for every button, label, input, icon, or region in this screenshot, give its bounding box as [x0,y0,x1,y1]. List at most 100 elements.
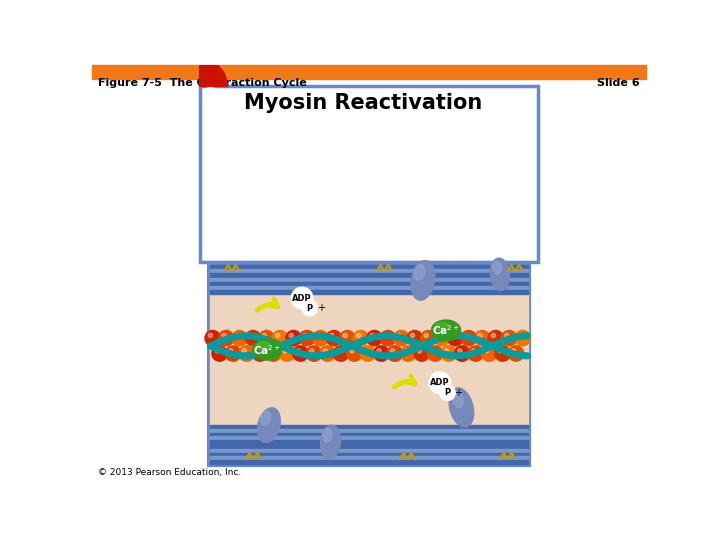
Circle shape [454,346,470,361]
Ellipse shape [452,392,464,407]
Circle shape [286,330,301,346]
Bar [92,65,647,79]
Circle shape [508,346,523,361]
Circle shape [482,346,497,361]
Text: P: P [444,388,451,397]
Circle shape [437,333,441,338]
Circle shape [266,346,282,361]
Ellipse shape [492,261,501,274]
Circle shape [316,333,320,338]
Circle shape [515,330,531,346]
Circle shape [354,330,369,346]
Bar [210,429,528,433]
Circle shape [343,333,347,338]
Text: © 2013 Pearson Education, Inc.: © 2013 Pearson Education, Inc. [98,468,241,477]
Circle shape [444,349,449,353]
Circle shape [461,330,477,346]
Circle shape [356,333,361,338]
Circle shape [279,346,294,361]
Circle shape [505,333,509,338]
Circle shape [242,349,246,353]
Circle shape [350,349,354,353]
Ellipse shape [449,388,474,427]
Ellipse shape [261,411,271,425]
Circle shape [269,349,274,353]
Text: Figure 7-5  The Contraction Cycle: Figure 7-5 The Contraction Cycle [98,78,307,87]
Circle shape [428,346,443,361]
Circle shape [518,333,523,338]
Circle shape [390,349,395,353]
Circle shape [380,330,395,346]
Bar [210,453,528,456]
Circle shape [262,333,266,338]
Circle shape [326,330,342,346]
Bar [210,460,528,464]
Bar [210,436,528,440]
Circle shape [208,333,212,338]
Circle shape [418,349,422,353]
Ellipse shape [256,342,271,350]
Bar [210,433,528,436]
Circle shape [312,330,328,346]
Circle shape [394,330,409,346]
Ellipse shape [490,258,510,291]
Circle shape [471,349,475,353]
Circle shape [360,346,376,361]
Bar [209,264,529,465]
Text: +: + [317,303,325,313]
Circle shape [302,333,307,338]
Circle shape [491,333,495,338]
Circle shape [330,333,334,338]
Circle shape [215,349,220,353]
Circle shape [397,333,401,338]
Text: Ca$^{2+}$: Ca$^{2+}$ [432,323,460,338]
Ellipse shape [320,425,341,459]
Ellipse shape [253,339,282,360]
Bar [210,294,528,425]
Text: Slide 6: Slide 6 [598,78,640,87]
Bar [210,269,528,273]
Circle shape [212,346,228,361]
Circle shape [364,349,368,353]
Circle shape [300,330,315,346]
Circle shape [323,349,328,353]
FancyArrowPatch shape [395,376,415,387]
Bar [210,273,528,278]
Circle shape [498,349,503,353]
Wedge shape [199,59,228,86]
Circle shape [377,349,381,353]
Circle shape [276,333,280,338]
Circle shape [512,349,516,353]
Circle shape [414,346,429,361]
Ellipse shape [414,265,425,280]
Circle shape [252,346,268,361]
Circle shape [296,349,300,353]
Circle shape [370,333,374,338]
Circle shape [340,330,355,346]
Circle shape [293,346,308,361]
Circle shape [289,333,293,338]
Circle shape [225,346,240,361]
Circle shape [488,330,503,346]
Circle shape [495,346,510,361]
Circle shape [229,349,233,353]
Text: Myosin Reactivation: Myosin Reactivation [244,93,482,113]
Circle shape [420,330,436,346]
Bar [210,445,528,449]
Ellipse shape [431,320,461,341]
Circle shape [256,349,260,353]
Circle shape [440,385,455,401]
Circle shape [272,330,288,346]
Circle shape [441,346,456,361]
Circle shape [248,333,253,338]
Circle shape [246,330,261,346]
Bar [210,278,528,282]
Circle shape [400,346,416,361]
Circle shape [478,333,482,338]
Bar [210,286,528,290]
Text: 6: 6 [202,87,216,107]
Circle shape [485,349,489,353]
Circle shape [306,346,322,361]
Bar [210,440,528,444]
Ellipse shape [323,429,332,442]
